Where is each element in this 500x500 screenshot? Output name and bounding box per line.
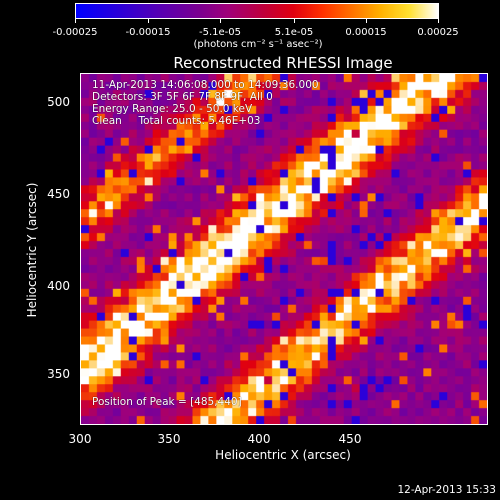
y-tick-label: 500 bbox=[47, 95, 70, 109]
x-tick-label: 350 bbox=[157, 432, 181, 446]
chart-title: Reconstructed RHESSI Image bbox=[173, 54, 393, 72]
x-tick-label: 450 bbox=[338, 432, 362, 446]
annotation-time-range: 11-Apr-2013 14:06:08.000 to 14:09:36.000 bbox=[92, 79, 319, 91]
y-tick-label: 350 bbox=[47, 367, 70, 381]
colorbar-tick-label: -0.00015 bbox=[125, 27, 171, 38]
colorbar-tick-label: 5.1e-05 bbox=[274, 27, 314, 38]
footer-timestamp: 12-Apr-2013 15:33 bbox=[397, 484, 496, 496]
colorbar-tick-mark bbox=[220, 18, 221, 23]
colorbar-tick-label: -5.1e-05 bbox=[199, 27, 241, 38]
colorbar-tick-mark bbox=[148, 18, 149, 23]
colorbar-units: (photons cm⁻² s⁻¹ asec⁻²) bbox=[193, 39, 323, 50]
annotation-detectors: Detectors: 3F 5F 6F 7F 8F 9F, All 0 bbox=[92, 91, 273, 103]
x-tick-label: 400 bbox=[247, 432, 271, 446]
colorbar-tick-mark bbox=[294, 18, 295, 23]
colorbar-tick-mark bbox=[438, 18, 439, 23]
x-axis-label: Heliocentric X (arcsec) bbox=[215, 448, 351, 462]
annotation-counts: Clean Total counts: 5.46E+03 bbox=[92, 115, 261, 127]
heatmap-image bbox=[81, 74, 487, 424]
x-tick-label: 300 bbox=[68, 432, 92, 446]
colorbar-tick-label: 0.00025 bbox=[417, 27, 459, 38]
heatmap-plot-area bbox=[80, 73, 488, 425]
y-tick-label: 400 bbox=[47, 279, 70, 293]
annotation-peak-position: Position of Peak = [485,440] bbox=[92, 396, 242, 408]
colorbar bbox=[75, 3, 439, 19]
annotation-energy-range: Energy Range: 25.0 - 50.0 keV bbox=[92, 103, 253, 115]
colorbar-tick-label: 0.00015 bbox=[345, 27, 387, 38]
y-tick-label: 450 bbox=[47, 187, 70, 201]
colorbar-tick-mark bbox=[366, 18, 367, 23]
colorbar-tick-mark bbox=[75, 18, 76, 23]
colorbar-tick-label: -0.00025 bbox=[52, 27, 98, 38]
y-axis-label: Heliocentric Y (arcsec) bbox=[25, 182, 39, 318]
